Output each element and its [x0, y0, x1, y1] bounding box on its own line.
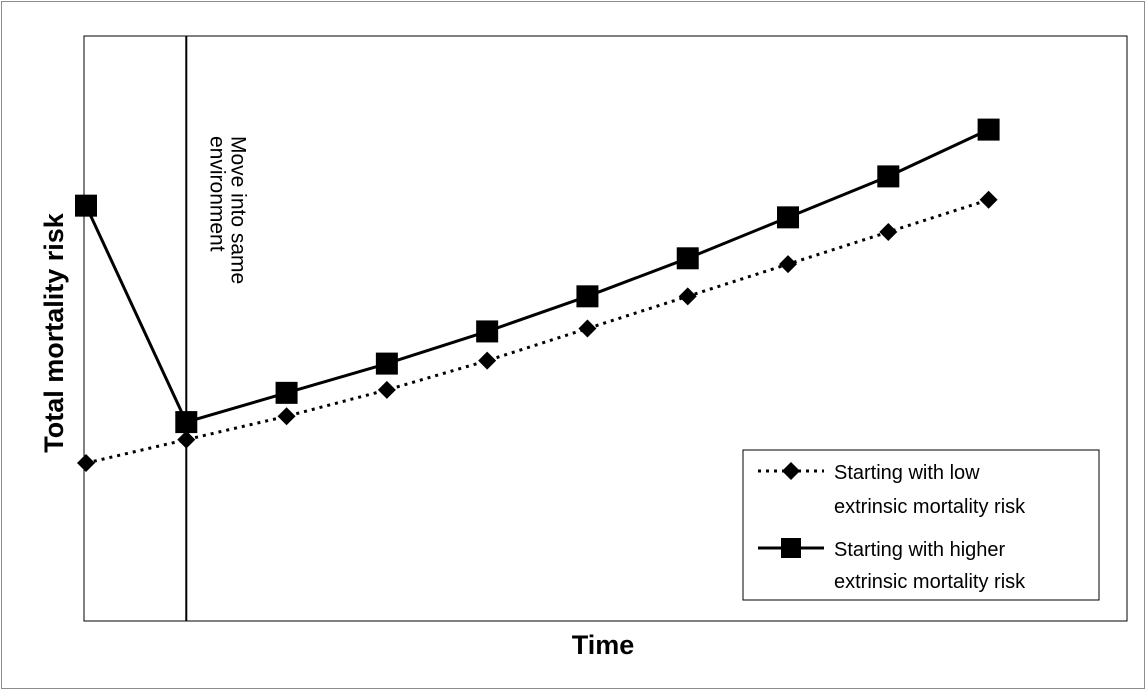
- data-point-diamond: [177, 430, 196, 449]
- x-axis-title: Time: [572, 630, 635, 660]
- legend: Starting with low extrinsic mortality ri…: [742, 449, 1100, 601]
- series-line: [84, 128, 990, 424]
- data-point-diamond: [277, 407, 296, 426]
- data-point-diamond: [377, 380, 396, 399]
- data-point-square: [75, 194, 97, 217]
- data-point-square: [576, 285, 599, 308]
- legend-label-low-line2: extrinsic mortality risk: [834, 496, 1026, 518]
- legend-label-higher-line1: Starting with higher: [834, 539, 1006, 561]
- data-point-square: [977, 118, 1000, 141]
- data-point-diamond: [979, 190, 998, 209]
- data-point-diamond: [478, 351, 497, 370]
- data-point-diamond: [779, 255, 798, 274]
- series-layer: [75, 118, 1000, 473]
- y-axis-title: Total mortality risk: [39, 212, 69, 453]
- series-low: [77, 190, 998, 473]
- data-point-diamond: [678, 287, 697, 306]
- series-line: [85, 198, 990, 465]
- data-point-square: [777, 206, 800, 229]
- series-higher: [75, 118, 1000, 434]
- data-point-diamond: [578, 319, 597, 338]
- legend-box: [742, 449, 1100, 601]
- data-point-square: [476, 320, 499, 343]
- data-point-square: [375, 352, 398, 375]
- legend-label-low-line1: Starting with low: [834, 462, 980, 484]
- legend-marker-diamond: [782, 462, 800, 480]
- annotation-text-line1: Move into same: [226, 136, 249, 284]
- data-point-square: [676, 247, 699, 270]
- data-point-square: [275, 381, 298, 404]
- legend-label-higher-line2: extrinsic mortality risk: [834, 571, 1026, 593]
- data-point-diamond: [77, 454, 95, 473]
- data-point-square: [175, 411, 198, 434]
- data-point-square: [877, 165, 900, 188]
- data-point-diamond: [879, 222, 898, 241]
- annotation-text-line2: environment: [205, 136, 228, 252]
- legend-marker-square: [781, 538, 801, 558]
